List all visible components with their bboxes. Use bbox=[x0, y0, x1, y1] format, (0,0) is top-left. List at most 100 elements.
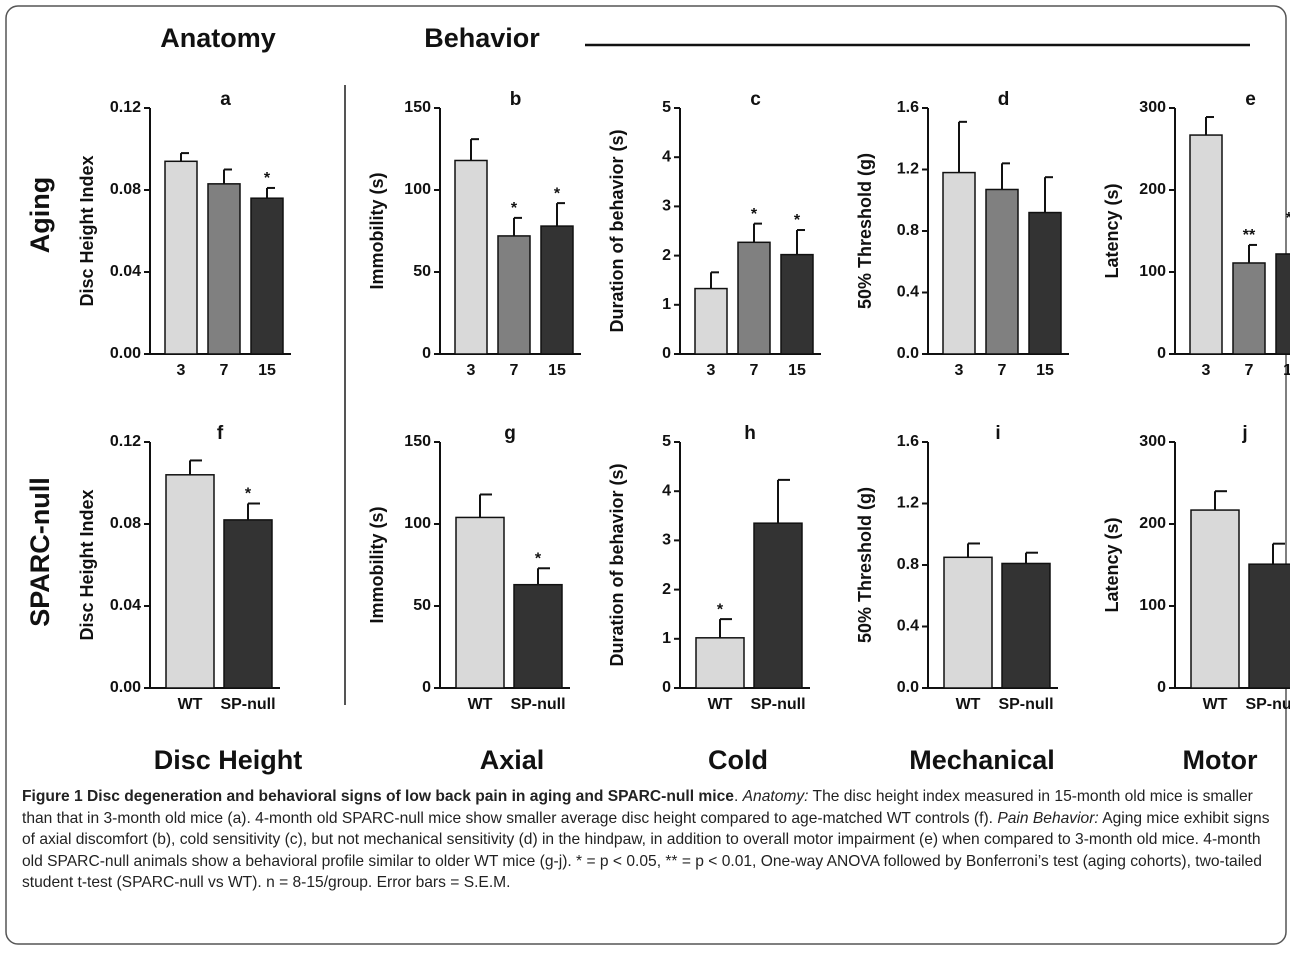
heading: Behavior bbox=[424, 23, 540, 53]
figure-border bbox=[5, 5, 1287, 945]
x-tick-label: SP-null bbox=[998, 696, 1053, 713]
y-tick-label: 50 bbox=[413, 597, 431, 614]
bar bbox=[497, 235, 531, 355]
y-tick-label: 0.4 bbox=[897, 618, 919, 635]
bar bbox=[753, 522, 803, 689]
row-label: SPARC-null bbox=[25, 477, 55, 627]
bar bbox=[1001, 562, 1051, 689]
y-axis-label: Duration of behavior (s) bbox=[607, 129, 627, 332]
y-tick-label: 1 bbox=[662, 630, 671, 647]
x-tick-label: 15 bbox=[1283, 362, 1290, 379]
significance: ** bbox=[1286, 210, 1290, 227]
bar bbox=[540, 225, 574, 355]
x-tick-label: 7 bbox=[750, 362, 759, 379]
y-tick-label: 0.12 bbox=[110, 99, 141, 116]
y-axis-label: Disc Height Index bbox=[77, 489, 97, 640]
panel-letter: g bbox=[504, 423, 516, 444]
caption-run: Anatomy: bbox=[742, 788, 809, 805]
x-tick-label: SP-null bbox=[750, 696, 805, 713]
x-tick-label: 15 bbox=[788, 362, 806, 379]
row-label: Aging bbox=[25, 177, 55, 253]
y-axis-label: Immobility (s) bbox=[367, 172, 387, 289]
bar bbox=[207, 183, 241, 355]
column-label: Motor bbox=[1183, 745, 1258, 775]
y-axis-label: 50% Threshold (g) bbox=[855, 153, 875, 309]
y-tick-label: 1.6 bbox=[897, 99, 919, 116]
caption: Figure 1 Disc degeneration and behaviora… bbox=[22, 786, 1272, 894]
caption-run: . bbox=[733, 788, 743, 805]
x-tick-label: WT bbox=[178, 696, 203, 713]
significance: * bbox=[554, 185, 561, 202]
column-label: Disc Height bbox=[154, 745, 303, 775]
y-tick-label: 100 bbox=[404, 515, 431, 532]
x-tick-label: SP-null bbox=[510, 696, 565, 713]
y-tick-label: 100 bbox=[404, 181, 431, 198]
y-tick-label: 0.12 bbox=[110, 433, 141, 450]
y-tick-label: 300 bbox=[1139, 433, 1166, 450]
x-tick-label: 3 bbox=[467, 362, 476, 379]
bar bbox=[695, 637, 745, 689]
bar bbox=[455, 516, 505, 689]
bar bbox=[1232, 262, 1266, 355]
bar bbox=[250, 197, 284, 355]
panel-letter: e bbox=[1245, 89, 1256, 110]
y-tick-label: 0.04 bbox=[110, 263, 141, 280]
caption-run: The disc height index measured in 15-mon… bbox=[22, 788, 1253, 827]
y-tick-label: 50 bbox=[413, 263, 431, 280]
panel-letter: f bbox=[217, 423, 224, 444]
x-tick-label: SP-null bbox=[1245, 696, 1290, 713]
panel-letter: a bbox=[220, 89, 231, 110]
y-tick-label: 0 bbox=[662, 679, 671, 696]
panel-letter: c bbox=[750, 89, 761, 110]
x-tick-label: 3 bbox=[1202, 362, 1211, 379]
x-tick-label: SP-null bbox=[220, 696, 275, 713]
panel-letter: j bbox=[1241, 423, 1247, 444]
y-tick-label: 0.4 bbox=[897, 284, 919, 301]
y-tick-label: 200 bbox=[1139, 515, 1166, 532]
y-tick-label: 0.00 bbox=[110, 345, 141, 362]
bar bbox=[942, 171, 976, 355]
bar bbox=[694, 287, 728, 355]
y-tick-label: 4 bbox=[662, 482, 671, 499]
x-tick-label: 3 bbox=[177, 362, 186, 379]
y-tick-label: 200 bbox=[1139, 181, 1166, 198]
y-axis-label: Latency (s) bbox=[1102, 183, 1122, 278]
y-tick-label: 0.08 bbox=[110, 515, 141, 532]
y-tick-label: 100 bbox=[1139, 597, 1166, 614]
x-tick-label: 7 bbox=[1245, 362, 1254, 379]
y-tick-label: 1.2 bbox=[897, 495, 919, 512]
y-tick-label: 1.2 bbox=[897, 161, 919, 178]
panel-letter: i bbox=[995, 423, 1000, 444]
bar bbox=[454, 159, 488, 355]
bar bbox=[1248, 563, 1290, 689]
y-tick-label: 0 bbox=[1157, 679, 1166, 696]
significance: * bbox=[751, 206, 758, 223]
y-tick-label: 1.6 bbox=[897, 433, 919, 450]
bar bbox=[943, 556, 993, 689]
y-tick-label: 0 bbox=[422, 345, 431, 362]
bar bbox=[737, 241, 771, 355]
y-tick-label: 0 bbox=[662, 345, 671, 362]
y-axis-label: Duration of behavior (s) bbox=[607, 463, 627, 666]
bar bbox=[513, 583, 563, 689]
y-tick-label: 0.08 bbox=[110, 181, 141, 198]
y-tick-label: 0.00 bbox=[110, 679, 141, 696]
x-tick-label: 7 bbox=[998, 362, 1007, 379]
x-tick-label: 15 bbox=[258, 362, 276, 379]
y-axis-label: 50% Threshold (g) bbox=[855, 487, 875, 643]
y-tick-label: 3 bbox=[662, 198, 671, 215]
y-axis-label: Immobility (s) bbox=[367, 506, 387, 623]
x-tick-label: WT bbox=[1203, 696, 1228, 713]
y-tick-label: 3 bbox=[662, 532, 671, 549]
bar bbox=[164, 160, 198, 355]
y-tick-label: 0.04 bbox=[110, 597, 141, 614]
bar bbox=[1275, 253, 1290, 355]
y-tick-label: 150 bbox=[404, 99, 431, 116]
caption-run: Figure 1 Disc degeneration and behaviora… bbox=[22, 788, 734, 805]
panel-letter: b bbox=[510, 89, 522, 110]
y-tick-label: 2 bbox=[662, 581, 671, 598]
y-tick-label: 100 bbox=[1139, 263, 1166, 280]
column-label: Mechanical bbox=[909, 745, 1055, 775]
y-tick-label: 5 bbox=[662, 433, 671, 450]
